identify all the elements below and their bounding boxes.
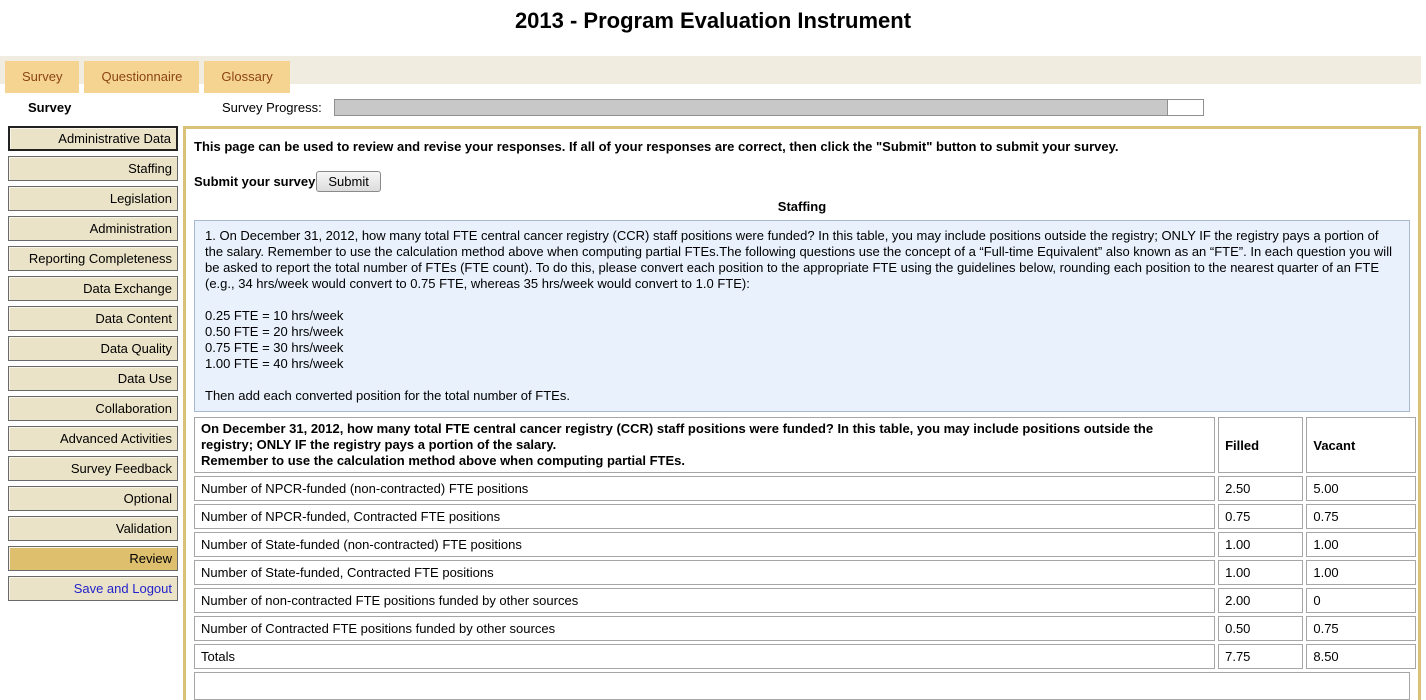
- sidebar-item[interactable]: Administration: [8, 216, 178, 241]
- sidebar-item[interactable]: Data Content: [8, 306, 178, 331]
- sidebar-item[interactable]: Collaboration: [8, 396, 178, 421]
- spacer: [205, 292, 1399, 308]
- tab[interactable]: Glossary: [204, 61, 290, 93]
- sidebar-item[interactable]: Advanced Activities: [8, 426, 178, 451]
- filled-value: 1.00: [1218, 532, 1304, 557]
- table-header-row: On December 31, 2012, how many total FTE…: [194, 417, 1416, 473]
- progress-fill: [334, 99, 1168, 115]
- page-title: 2013 - Program Evaluation Instrument: [514, 8, 912, 33]
- survey-progress-bar: [333, 98, 1204, 116]
- sidebar-item[interactable]: Validation: [8, 516, 178, 541]
- submit-row: Submit your survey Submit: [194, 171, 1410, 192]
- sidebar-nav: Administrative Data Staffing Legislation Ad…: [0, 126, 183, 606]
- fte-conversion-line: 0.25 FTE = 10 hrs/week: [205, 308, 344, 323]
- table-row: Number of State-funded (non-contracted) …: [194, 532, 1416, 557]
- intro-text: This page can be used to review and revi…: [194, 139, 1119, 154]
- sidebar-item[interactable]: Data Quality: [8, 336, 178, 361]
- row-label: Number of State-funded, Contracted FTE p…: [194, 560, 1216, 585]
- next-section-partial: [194, 672, 1410, 700]
- vacant-value: 8.50: [1306, 644, 1416, 669]
- filled-value: 0.75: [1218, 504, 1304, 529]
- main-layout: Administrative Data Staffing Legislation Ad…: [0, 126, 1426, 700]
- table-row: Totals 7.75 8.50: [194, 644, 1416, 669]
- column-header-vacant: Vacant: [1306, 417, 1416, 473]
- vacant-value: 0.75: [1306, 504, 1416, 529]
- staffing-heading: Staffing: [777, 199, 827, 214]
- tab-strip: Survey Questionnaire Glossary: [0, 56, 1421, 93]
- spacer: [205, 372, 1399, 388]
- sidebar-item[interactable]: Save and Logout: [8, 576, 178, 601]
- row-label: Number of non-contracted FTE positions f…: [194, 588, 1216, 613]
- question-line2: Remember to use the calculation method a…: [201, 453, 685, 468]
- table-question-cell: On December 31, 2012, how many total FTE…: [194, 417, 1216, 473]
- tab-list: Survey Questionnaire Glossary: [5, 61, 290, 93]
- row-label: Number of State-funded (non-contracted) …: [194, 532, 1216, 557]
- table-row: Number of NPCR-funded, Contracted FTE po…: [194, 504, 1416, 529]
- tab[interactable]: Questionnaire: [84, 61, 200, 93]
- column-header-filled: Filled: [1218, 417, 1304, 473]
- filled-value: 0.50: [1218, 616, 1304, 641]
- vacant-value: 0.75: [1306, 616, 1416, 641]
- vacant-value: 1.00: [1306, 532, 1416, 557]
- filled-value: 1.00: [1218, 560, 1304, 585]
- sidebar-item[interactable]: Administrative Data: [8, 126, 178, 151]
- section-label: Survey: [28, 99, 72, 115]
- sidebar-item[interactable]: Reporting Completeness: [8, 246, 178, 271]
- row-label: Number of Contracted FTE positions funde…: [194, 616, 1216, 641]
- row-label: Totals: [194, 644, 1216, 669]
- question-line1: On December 31, 2012, how many total FTE…: [201, 421, 1154, 452]
- sidebar-item[interactable]: Legislation: [8, 186, 178, 211]
- filled-value: 7.75: [1218, 644, 1304, 669]
- fte-conversion-list: 0.25 FTE = 10 hrs/week 0.50 FTE = 20 hrs/…: [205, 308, 1399, 372]
- vacant-value: 5.00: [1306, 476, 1416, 501]
- table-row: Number of Contracted FTE positions funde…: [194, 616, 1416, 641]
- staffing-review-table: On December 31, 2012, how many total FTE…: [191, 414, 1419, 672]
- fte-conversion-line: 1.00 FTE = 40 hrs/week: [205, 356, 344, 371]
- content-panel: This page can be used to review and revi…: [183, 126, 1421, 700]
- filled-value: 2.00: [1218, 588, 1304, 613]
- info-paragraph: 1. On December 31, 2012, how many total …: [205, 228, 1392, 291]
- sidebar-item[interactable]: Optional: [8, 486, 178, 511]
- vacant-value: 0: [1306, 588, 1416, 613]
- sidebar-item[interactable]: Survey Feedback: [8, 456, 178, 481]
- sidebar-item[interactable]: Review: [8, 546, 178, 571]
- row-label: Number of NPCR-funded, Contracted FTE po…: [194, 504, 1216, 529]
- sidebar-item[interactable]: Data Exchange: [8, 276, 178, 301]
- submit-button[interactable]: Submit: [316, 171, 381, 192]
- filled-value: 2.50: [1218, 476, 1304, 501]
- progress-label: Survey Progress:: [222, 99, 322, 115]
- row-label: Number of NPCR-funded (non-contracted) F…: [194, 476, 1216, 501]
- sidebar-item[interactable]: Data Use: [8, 366, 178, 391]
- table-row: Number of non-contracted FTE positions f…: [194, 588, 1416, 613]
- submit-prompt: Submit your survey: [194, 174, 316, 189]
- question-info-box: 1. On December 31, 2012, how many total …: [194, 220, 1410, 412]
- fte-conversion-line: 0.50 FTE = 20 hrs/week: [205, 324, 344, 339]
- sidebar-item[interactable]: Staffing: [8, 156, 178, 181]
- fte-conversion-line: 0.75 FTE = 30 hrs/week: [205, 340, 344, 355]
- subheader-row: Survey Survey Progress:: [0, 97, 1426, 117]
- info-closing: Then add each converted position for the…: [205, 388, 570, 403]
- table-row: Number of State-funded, Contracted FTE p…: [194, 560, 1416, 585]
- tab[interactable]: Survey: [5, 61, 80, 93]
- vacant-value: 1.00: [1306, 560, 1416, 585]
- table-row: Number of NPCR-funded (non-contracted) F…: [194, 476, 1416, 501]
